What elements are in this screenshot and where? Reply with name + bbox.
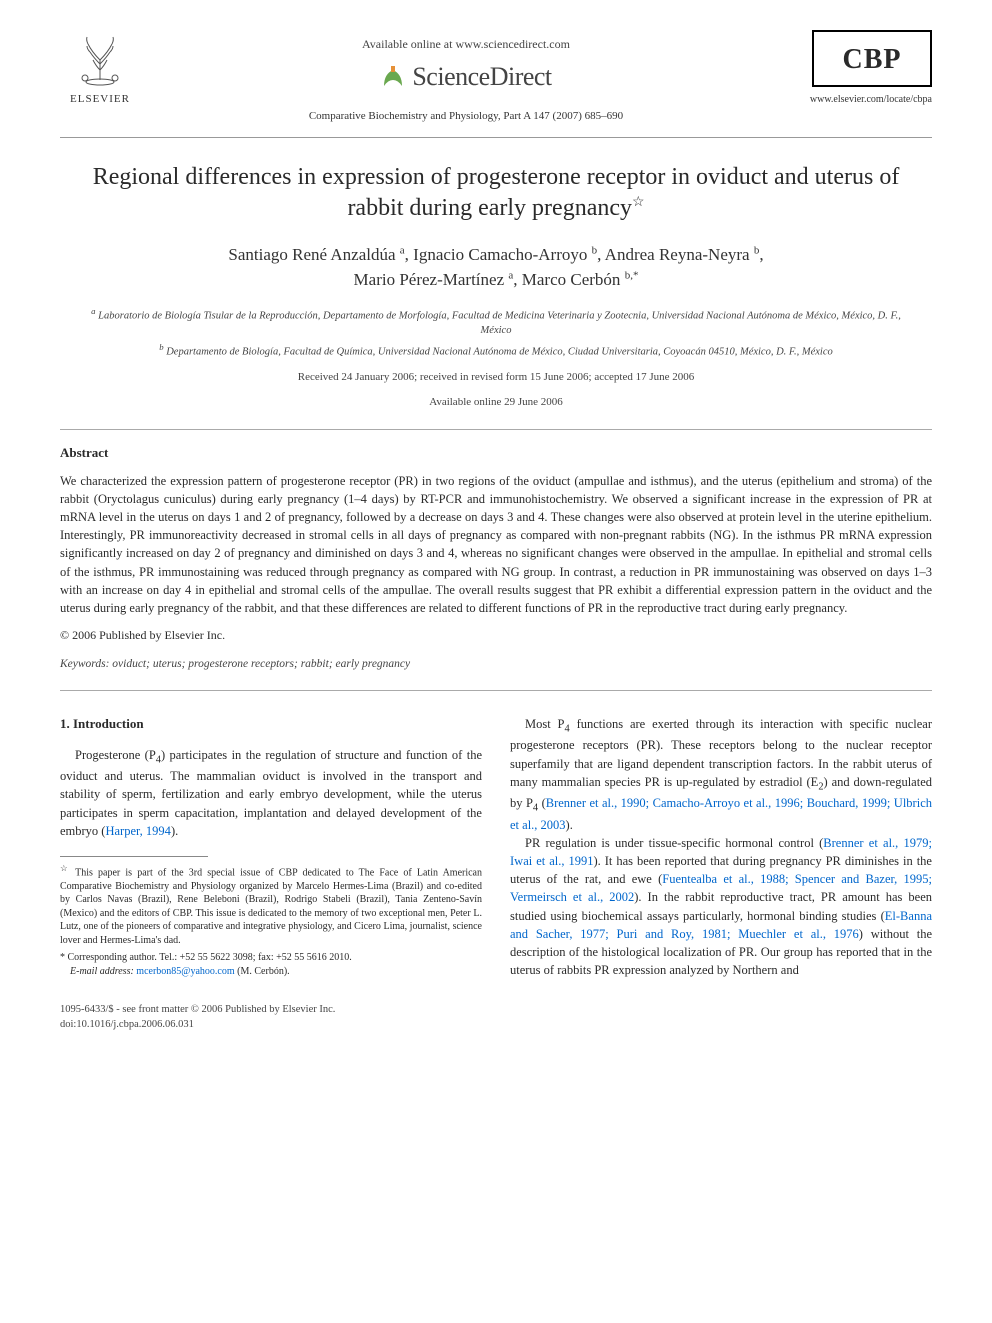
footer: 1095-6433/$ - see front matter © 2006 Pu… xyxy=(60,1003,932,1032)
footnote-email: E-mail address: mcerbon85@yahoo.com (M. … xyxy=(60,965,482,979)
sciencedirect-icon xyxy=(380,64,406,90)
footnote-rule xyxy=(60,856,208,857)
affiliation-b: b Departamento de Biología, Facultad de … xyxy=(60,341,932,360)
available-date: Available online 29 June 2006 xyxy=(60,395,932,410)
page-header: ELSEVIER Available online at www.science… xyxy=(60,30,932,125)
sciencedirect-logo: ScienceDirect xyxy=(140,59,792,95)
sciencedirect-text: ScienceDirect xyxy=(412,59,551,95)
abstract-copyright: © 2006 Published by Elsevier Inc. xyxy=(60,627,932,644)
cbp-text: CBP xyxy=(828,40,916,79)
cbp-url: www.elsevier.com/locate/cbpa xyxy=(810,93,932,107)
keywords: Keywords: oviduct; uterus; progesterone … xyxy=(60,656,932,672)
ref-link[interactable]: Harper, 1994 xyxy=(105,824,170,838)
received-dates: Received 24 January 2006; received in re… xyxy=(60,370,932,385)
elsevier-logo: ELSEVIER xyxy=(60,30,140,107)
intro-para-1: Progesterone (P4) participates in the re… xyxy=(60,746,482,840)
affiliation-a: a Laboratorio de Biología Tisular de la … xyxy=(60,305,932,339)
intro-para-3: PR regulation is under tissue-specific h… xyxy=(510,834,932,979)
article-title: Regional differences in expression of pr… xyxy=(60,162,932,224)
ref-link[interactable]: Brenner et al., 1990; Camacho-Arroyo et … xyxy=(510,796,932,832)
abstract-heading: Abstract xyxy=(60,444,932,462)
intro-para-2: Most P4 functions are exerted through it… xyxy=(510,715,932,834)
authors: Santiago René Anzaldúa a, Ignacio Camach… xyxy=(60,242,932,293)
cbp-block: CBP www.elsevier.com/locate/cbpa xyxy=(792,30,932,107)
abstract-bottom-rule xyxy=(60,690,932,691)
right-column: Most P4 functions are exerted through it… xyxy=(510,715,932,979)
abstract-top-rule xyxy=(60,429,932,430)
abstract-body: We characterized the expression pattern … xyxy=(60,472,932,617)
header-rule xyxy=(60,137,932,138)
left-column: 1. Introduction Progesterone (P4) partic… xyxy=(60,715,482,979)
doi-line: doi:10.1016/j.cbpa.2006.06.031 xyxy=(60,1018,932,1033)
elsevier-label: ELSEVIER xyxy=(70,92,130,107)
footnote-dedication: ☆ This paper is part of the 3rd special … xyxy=(60,863,482,947)
section-1-heading: 1. Introduction xyxy=(60,715,482,734)
cbp-logo-box: CBP xyxy=(812,30,932,87)
journal-reference: Comparative Biochemistry and Physiology,… xyxy=(140,109,792,124)
center-header: Available online at www.sciencedirect.co… xyxy=(140,30,792,125)
body-columns: 1. Introduction Progesterone (P4) partic… xyxy=(60,715,932,979)
elsevier-tree-icon xyxy=(70,30,130,90)
email-link[interactable]: mcerbon85@yahoo.com xyxy=(136,966,234,977)
issn-line: 1095-6433/$ - see front matter © 2006 Pu… xyxy=(60,1003,932,1018)
available-online-text: Available online at www.sciencedirect.co… xyxy=(140,36,792,53)
footnote-corresponding: * Corresponding author. Tel.: +52 55 562… xyxy=(60,951,482,965)
